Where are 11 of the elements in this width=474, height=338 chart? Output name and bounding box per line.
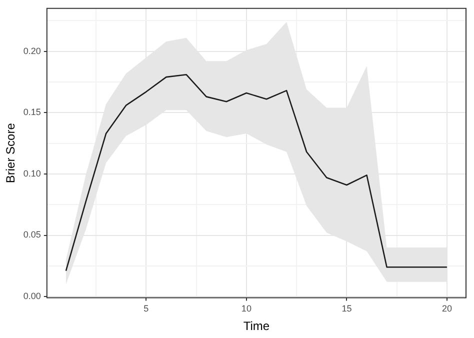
y-tick-label: 0.05 [23,230,41,240]
y-tick-label: 0.10 [23,168,41,178]
x-tick-label: 5 [144,304,149,314]
y-tick-label: 0.15 [23,107,41,118]
x-axis-title: Time [243,319,270,334]
y-tick-label: 0.00 [23,291,41,302]
y-tick-label: 0.20 [23,46,41,56]
x-tick-label: 20 [442,304,452,314]
x-tick-label: 10 [241,304,252,314]
x-tick-label: 15 [342,304,352,314]
y-axis-title: Brier Score [4,122,18,184]
